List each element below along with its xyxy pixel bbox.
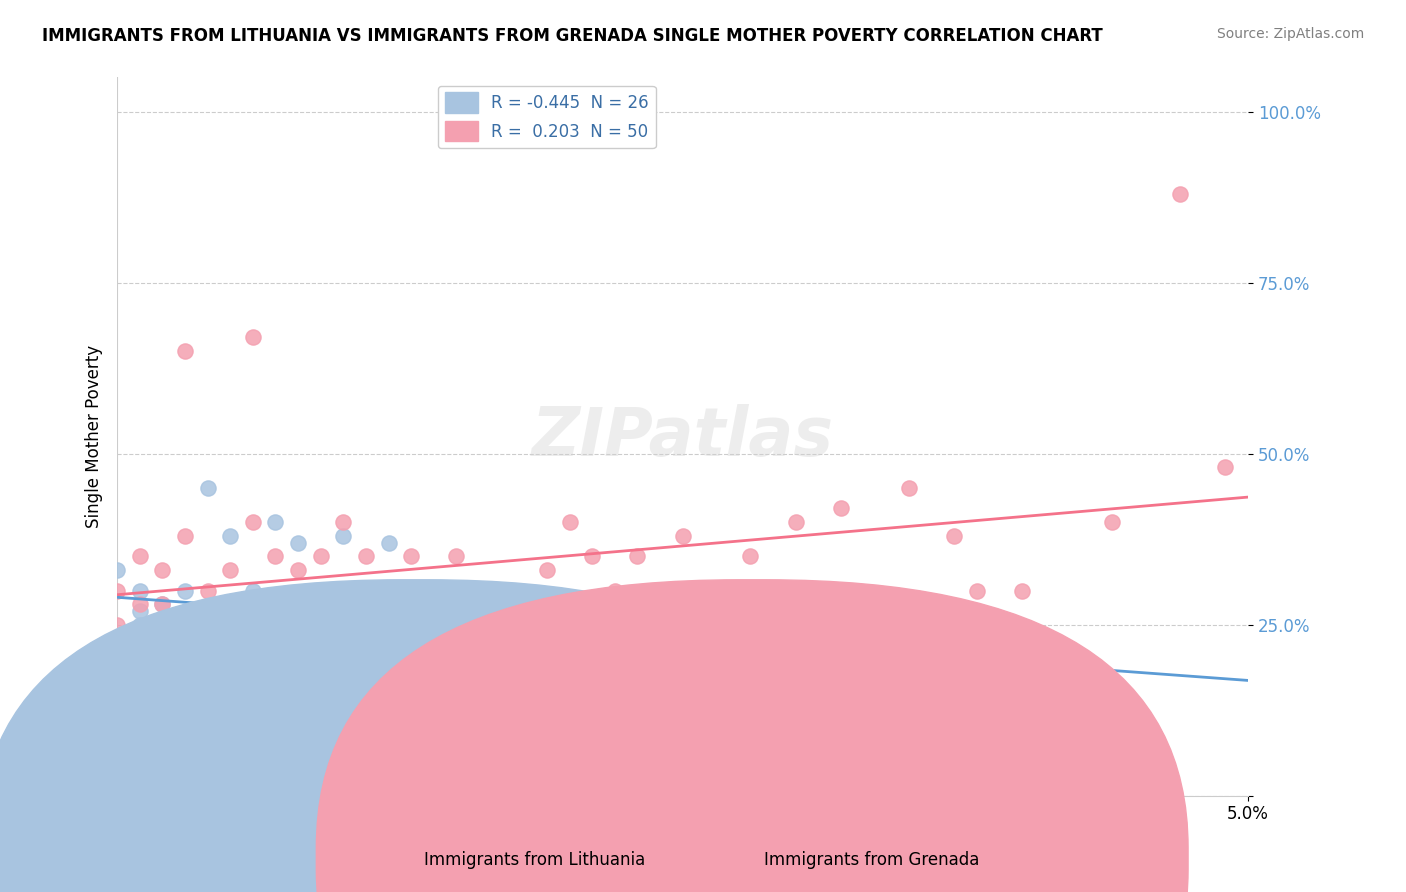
Point bbox=[1168, 186, 1191, 201]
Point bbox=[219, 529, 242, 543]
Point bbox=[1215, 460, 1237, 475]
Point bbox=[128, 604, 150, 618]
Point bbox=[152, 652, 174, 666]
Point bbox=[242, 330, 264, 344]
Point bbox=[152, 563, 174, 577]
Point bbox=[581, 549, 603, 564]
Point bbox=[446, 549, 468, 564]
Point bbox=[468, 583, 491, 598]
Text: ZIPatlas: ZIPatlas bbox=[531, 403, 834, 469]
Point bbox=[128, 617, 150, 632]
Point bbox=[197, 583, 219, 598]
Point bbox=[105, 583, 128, 598]
Point bbox=[671, 638, 693, 652]
Point bbox=[377, 535, 399, 549]
Point bbox=[943, 529, 966, 543]
Point bbox=[242, 583, 264, 598]
Point bbox=[1101, 515, 1123, 529]
Point bbox=[152, 597, 174, 611]
Point bbox=[197, 481, 219, 495]
Point bbox=[128, 665, 150, 680]
Point bbox=[785, 515, 807, 529]
Point bbox=[152, 597, 174, 611]
Y-axis label: Single Mother Poverty: Single Mother Poverty bbox=[86, 345, 103, 528]
Point bbox=[174, 583, 197, 598]
Point bbox=[174, 529, 197, 543]
Point bbox=[1011, 583, 1033, 598]
Point bbox=[1056, 755, 1078, 769]
Point bbox=[105, 563, 128, 577]
Point bbox=[446, 583, 468, 598]
Point bbox=[603, 583, 626, 598]
Point bbox=[174, 617, 197, 632]
Point bbox=[152, 673, 174, 687]
Point bbox=[152, 679, 174, 693]
Text: Immigrants from Grenada: Immigrants from Grenada bbox=[763, 851, 980, 869]
Point bbox=[264, 617, 287, 632]
Point bbox=[399, 549, 422, 564]
Text: IMMIGRANTS FROM LITHUANIA VS IMMIGRANTS FROM GRENADA SINGLE MOTHER POVERTY CORRE: IMMIGRANTS FROM LITHUANIA VS IMMIGRANTS … bbox=[42, 27, 1102, 45]
Point bbox=[626, 549, 648, 564]
Point bbox=[105, 617, 128, 632]
Point bbox=[219, 617, 242, 632]
Point bbox=[152, 638, 174, 652]
Point bbox=[128, 583, 150, 598]
Point bbox=[287, 535, 309, 549]
Point bbox=[309, 617, 332, 632]
Point bbox=[740, 549, 762, 564]
Point bbox=[242, 515, 264, 529]
Point bbox=[491, 617, 513, 632]
Point bbox=[219, 638, 242, 652]
Point bbox=[513, 617, 536, 632]
Point bbox=[332, 515, 354, 529]
Point bbox=[242, 638, 264, 652]
Text: Source: ZipAtlas.com: Source: ZipAtlas.com bbox=[1216, 27, 1364, 41]
Point bbox=[287, 563, 309, 577]
Point bbox=[966, 583, 988, 598]
Point bbox=[671, 529, 693, 543]
Point bbox=[197, 638, 219, 652]
Point bbox=[897, 481, 920, 495]
Point bbox=[264, 515, 287, 529]
Point bbox=[152, 638, 174, 652]
Point bbox=[536, 563, 558, 577]
Point bbox=[174, 638, 197, 652]
Point bbox=[128, 638, 150, 652]
Text: Immigrants from Lithuania: Immigrants from Lithuania bbox=[423, 851, 645, 869]
Point bbox=[264, 549, 287, 564]
Point bbox=[287, 604, 309, 618]
Legend: R = -0.445  N = 26, R =  0.203  N = 50: R = -0.445 N = 26, R = 0.203 N = 50 bbox=[439, 86, 655, 148]
Point bbox=[174, 638, 197, 652]
Point bbox=[377, 583, 399, 598]
Point bbox=[128, 597, 150, 611]
Point bbox=[830, 501, 852, 516]
Point bbox=[174, 665, 197, 680]
Point bbox=[354, 549, 377, 564]
Point bbox=[219, 563, 242, 577]
Point bbox=[309, 549, 332, 564]
Point bbox=[197, 665, 219, 680]
Point bbox=[174, 344, 197, 359]
Point bbox=[558, 515, 581, 529]
Point bbox=[332, 529, 354, 543]
Point bbox=[128, 549, 150, 564]
Point bbox=[197, 604, 219, 618]
Point bbox=[1011, 720, 1033, 734]
